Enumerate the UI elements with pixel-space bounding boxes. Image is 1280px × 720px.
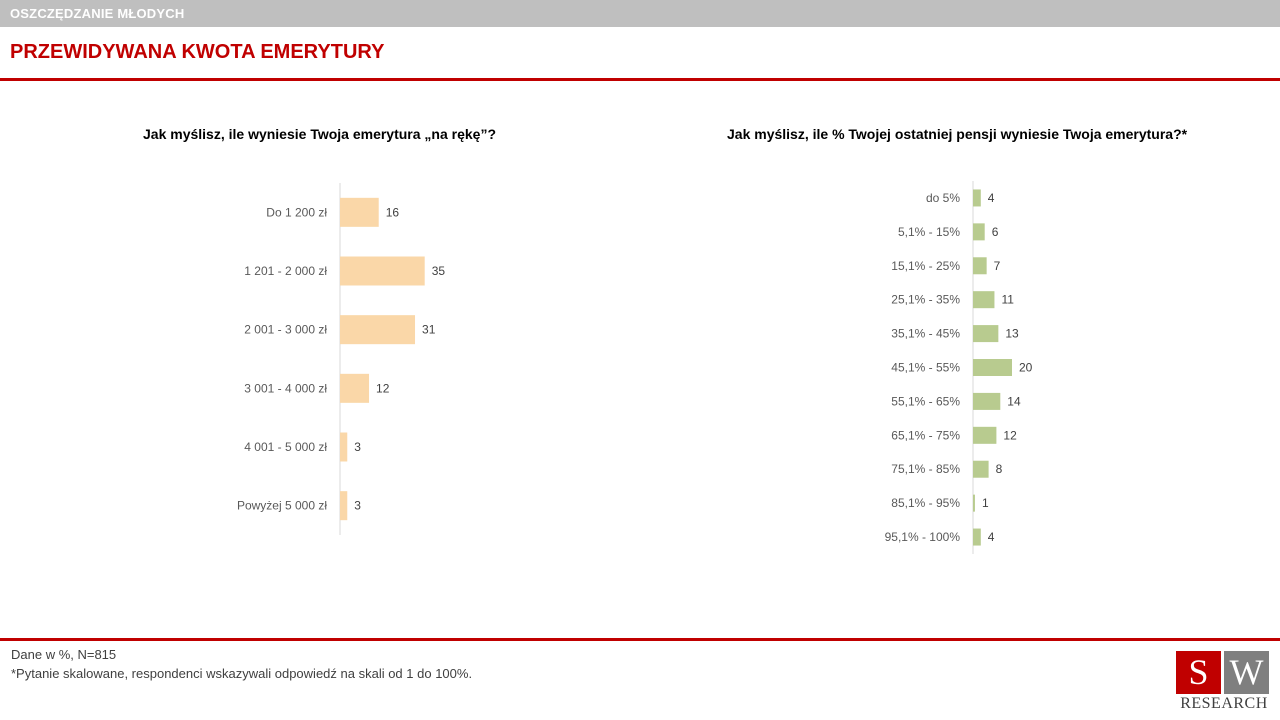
bar (973, 460, 989, 478)
bar (340, 197, 379, 227)
category-label: 4 001 - 5 000 zł (244, 440, 327, 454)
title-divider (0, 78, 1280, 81)
data-label: 6 (992, 225, 999, 239)
data-label: 8 (996, 462, 1003, 476)
logo-text: RESEARCH (1180, 695, 1268, 712)
chart-1-title: Jak myślisz, ile wyniesie Twoja emerytur… (143, 126, 497, 142)
logo-s: S (1176, 651, 1221, 694)
category-label: 35,1% - 45% (891, 327, 960, 341)
category-label: 1 201 - 2 000 zł (244, 264, 327, 278)
section-label: OSZCZĘDZANIE MŁODYCH (10, 6, 185, 21)
bar (973, 528, 981, 546)
category-label: 55,1% - 65% (891, 394, 960, 408)
footer-note-sample: Dane w %, N=815 (11, 647, 117, 662)
category-label: 2 001 - 3 000 zł (244, 323, 327, 337)
data-label: 4 (988, 530, 995, 544)
page-title: PRZEWIDYWANA KWOTA EMERYTURY (10, 41, 385, 63)
category-label: 5,1% - 15% (898, 225, 960, 239)
category-label: 45,1% - 55% (891, 361, 960, 375)
data-label: 16 (386, 205, 400, 219)
data-label: 13 (1005, 327, 1019, 341)
category-label: Do 1 200 zł (266, 205, 327, 219)
category-label: 25,1% - 35% (891, 293, 960, 307)
data-label: 1 (982, 496, 989, 510)
data-label: 31 (422, 323, 436, 337)
sw-research-logo: S W RESEARCH (1176, 651, 1272, 713)
bar (340, 315, 416, 345)
category-label: Powyżej 5 000 zł (237, 499, 327, 513)
data-label: 35 (432, 264, 446, 278)
category-label: 3 001 - 4 000 zł (244, 381, 327, 395)
data-label: 7 (994, 259, 1001, 273)
bar (340, 373, 370, 403)
bar (973, 189, 981, 207)
data-label: 3 (354, 499, 361, 513)
data-label: 20 (1019, 361, 1033, 375)
logo-w: W (1224, 651, 1269, 694)
data-label: 11 (1001, 293, 1014, 307)
data-label: 12 (1003, 428, 1017, 442)
bar (973, 223, 985, 241)
bar (973, 359, 1012, 376)
category-label: 65,1% - 75% (891, 428, 960, 442)
category-label: do 5% (926, 191, 960, 205)
data-label: 4 (988, 191, 995, 205)
bar (973, 494, 975, 512)
chart-2-title: Jak myślisz, ile % Twojej ostatniej pens… (727, 126, 1188, 142)
bar (973, 325, 999, 343)
data-label: 12 (376, 381, 390, 395)
data-label: 3 (354, 440, 361, 454)
bar (973, 291, 995, 309)
bar (973, 426, 997, 444)
category-label: 75,1% - 85% (891, 462, 960, 476)
bar (340, 256, 425, 286)
footer-note-question: *Pytanie skalowane, respondenci wskazywa… (11, 666, 473, 681)
bar (973, 257, 987, 275)
data-label: 14 (1007, 394, 1021, 408)
section-bar: OSZCZĘDZANIE MŁODYCH (0, 0, 1280, 27)
bar (340, 432, 348, 462)
category-label: 85,1% - 95% (891, 496, 960, 510)
bar (340, 491, 348, 521)
category-label: 95,1% - 100% (885, 530, 961, 544)
bar (973, 392, 1001, 410)
category-label: 15,1% - 25% (891, 259, 960, 273)
footer-divider (0, 638, 1280, 641)
